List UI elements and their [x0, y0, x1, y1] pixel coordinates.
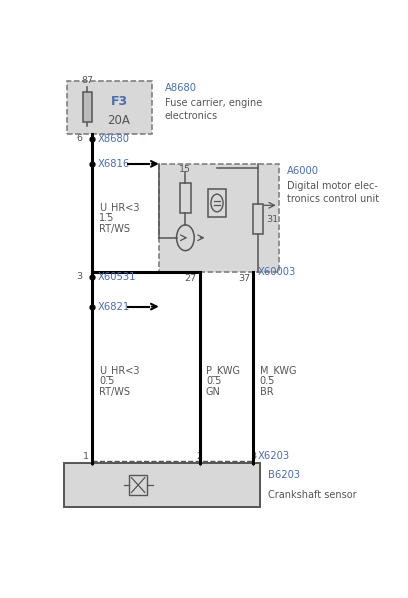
Text: M_KWG: M_KWG: [259, 365, 296, 376]
Text: RT/WS: RT/WS: [99, 224, 130, 234]
Text: 20A: 20A: [108, 114, 131, 127]
Text: electronics: electronics: [165, 111, 218, 121]
Bar: [64, 463, 259, 507]
Text: A8680: A8680: [165, 83, 197, 93]
Text: 37: 37: [238, 274, 250, 283]
Text: 27: 27: [184, 274, 196, 283]
Bar: [64, 463, 259, 507]
Text: 1: 1: [83, 452, 89, 461]
Text: 3: 3: [76, 272, 82, 281]
Text: X6203: X6203: [258, 451, 290, 461]
Text: B6203: B6203: [268, 471, 300, 480]
Text: U_HR<3: U_HR<3: [99, 202, 140, 213]
Text: BR: BR: [259, 387, 273, 397]
Bar: [83, 93, 92, 123]
Text: 0.5: 0.5: [99, 376, 114, 386]
Text: 15: 15: [180, 165, 191, 174]
Text: 87: 87: [81, 76, 93, 85]
Text: tronics control unit: tronics control unit: [286, 194, 379, 204]
Bar: [253, 204, 263, 234]
Text: A6000: A6000: [286, 166, 319, 176]
Text: 6: 6: [77, 134, 82, 143]
Text: GN: GN: [206, 387, 221, 397]
Text: P_KWG: P_KWG: [206, 365, 240, 376]
Bar: [67, 81, 152, 134]
Bar: [208, 189, 226, 217]
Text: X60003: X60003: [258, 267, 296, 277]
Text: F3: F3: [111, 94, 128, 108]
Text: Digital motor elec-: Digital motor elec-: [286, 181, 377, 191]
Text: Crankshaft sensor: Crankshaft sensor: [268, 490, 356, 500]
Text: U_HR<3: U_HR<3: [99, 365, 140, 376]
Bar: [180, 184, 191, 213]
Text: X6816: X6816: [98, 159, 130, 169]
Text: 3: 3: [250, 452, 257, 461]
Bar: [67, 81, 152, 134]
Text: 0.5: 0.5: [259, 376, 275, 386]
Text: X6821: X6821: [98, 301, 130, 312]
Text: X60531: X60531: [98, 271, 136, 282]
Text: RT/WS: RT/WS: [99, 387, 130, 397]
Bar: [129, 475, 147, 495]
Text: 1.5: 1.5: [99, 213, 114, 223]
Text: Fuse carrier, engine: Fuse carrier, engine: [165, 99, 262, 108]
Text: 31: 31: [266, 215, 278, 224]
Bar: [158, 164, 279, 272]
Text: X8680: X8680: [98, 133, 130, 144]
Text: 2: 2: [197, 452, 203, 461]
Text: 0.5: 0.5: [206, 376, 221, 386]
Bar: [158, 164, 279, 272]
